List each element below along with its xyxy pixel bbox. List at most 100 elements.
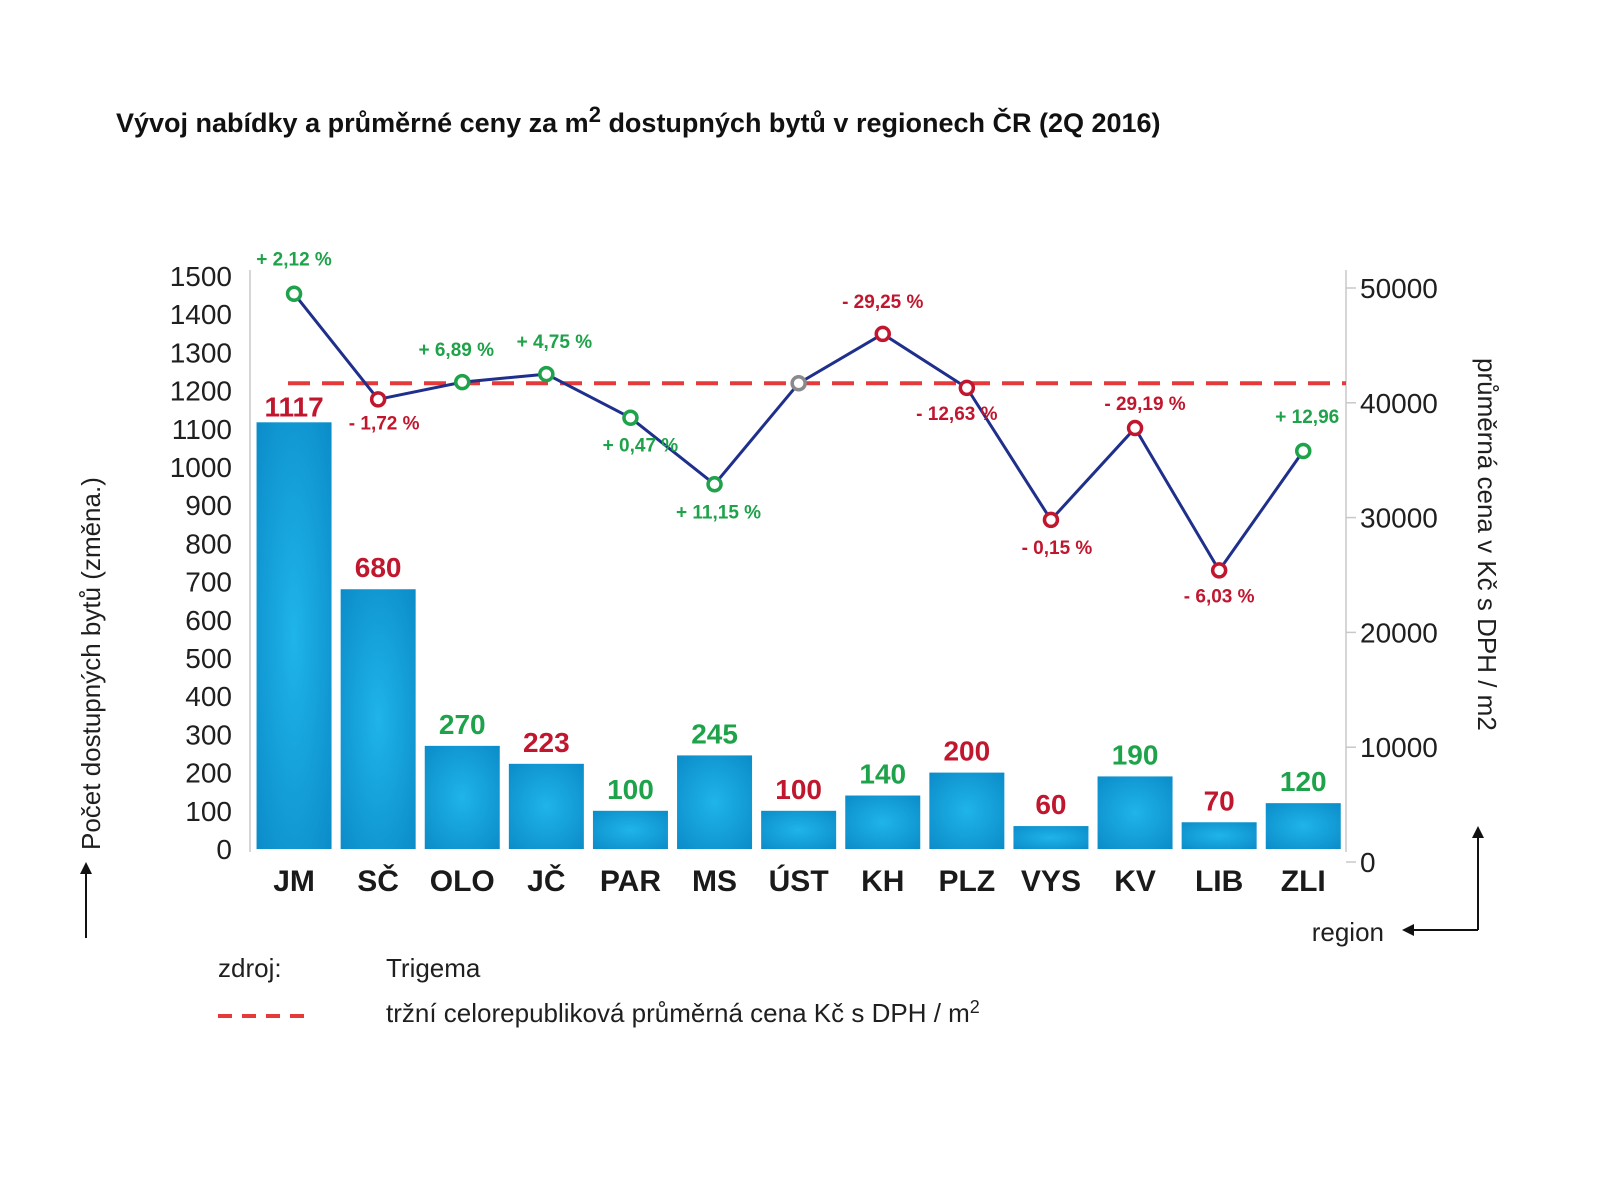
line-series [285,285,1312,579]
price-point [958,379,976,397]
bar-value-label: 270 [439,709,486,740]
right-tick-label: 10000 [1360,732,1438,763]
category-labels: JM SČ OLO JČ PAR MS ÚST KH PLZ VYS KV LIB ZLI [273,864,1326,898]
right-tick-label: 40000 [1360,388,1438,419]
price-point [285,285,303,302]
percent-change-label: + 12,96 [1275,407,1339,428]
category-label: JČ [527,864,565,898]
category-label: VYS [1021,865,1081,898]
percent-change-label: - 6,03 % [1184,586,1255,607]
right-tick-label: 50000 [1360,273,1438,304]
bar-value-label: 680 [355,552,402,583]
price-point [790,375,807,392]
category-label: ÚST [769,864,829,898]
percent-change-label: - 12,63 % [916,404,997,425]
bar [1265,803,1341,849]
left-tick-label: 100 [185,796,232,827]
percent-change-label: + 2,12 % [256,250,332,271]
left-tick-label: 1500 [170,261,232,292]
bar-value-label: 223 [523,727,570,758]
left-tick-label: 1100 [172,414,232,445]
left-tick-label: 400 [185,681,232,712]
bar [1181,822,1257,849]
percent-change-labels: + 2,12 % - 1,72 % + 6,89 % + 4,75 % + 0,47 %… [256,250,1339,608]
y-right-axis-title: průměrná cena v Kč s DPH / m2 [1472,358,1502,731]
price-point [538,365,555,383]
price-point [369,391,387,408]
left-axis-ticks: 0 100 200 300 400 500 600 700 800 900 1000 1100 1200… [170,261,232,865]
right-tick-label: 20000 [1360,617,1438,648]
category-label: LIB [1195,865,1243,898]
category-label: PAR [600,865,661,898]
right-tick-label: 0 [1360,847,1376,878]
left-tick-label: 800 [185,528,232,559]
chart-title: Vývoj nabídky a průměrné ceny za m2 dost… [116,102,1161,138]
source-label: zdroj: [218,953,282,983]
price-point [1126,419,1144,437]
category-label: KH [861,865,904,898]
legend-reference-label: tržní celorepubliková průměrná cena Kč s… [386,997,980,1028]
bar [592,810,668,849]
bar [1097,776,1173,849]
percent-change-label: + 4,75 % [517,332,593,353]
category-label: SČ [357,864,399,898]
bar-value-label: 70 [1204,785,1235,816]
left-tick-label: 0 [216,834,232,865]
category-label: KV [1114,865,1156,898]
x-axis-title: region [1312,917,1384,947]
left-tick-label: 200 [185,758,232,789]
price-point [874,325,891,343]
left-tick-label: 500 [185,643,232,674]
price-point [706,476,723,493]
bar [256,422,332,849]
bar-value-label: 100 [775,774,822,805]
price-point [622,409,639,426]
category-label: OLO [430,865,495,898]
bar-value-label: 200 [943,736,990,767]
category-label: MS [692,865,737,898]
bar [1013,826,1089,849]
left-tick-label: 1000 [170,452,232,483]
left-tick-label: 300 [185,719,232,750]
percent-change-label: + 0,47 % [603,436,679,457]
bar-value-label: 60 [1035,789,1066,820]
bar [508,763,584,849]
bar [677,755,753,849]
price-line [292,292,1305,572]
bar [845,795,921,849]
bar [761,810,837,849]
percent-change-label: - 29,25 % [842,292,923,313]
right-tick-label: 30000 [1360,503,1438,534]
bar-value-labels: 1117 680 270 223 100 245 100 140 200 60 190 70 120 [264,391,1326,820]
bar-value-label: 120 [1280,766,1327,797]
price-point [1210,562,1228,579]
right-axis-ticks: 0 10000 20000 30000 40000 50000 [1346,273,1438,878]
y-left-axis-title: Počet dostupných bytů (změna.) [76,477,106,850]
price-point [1295,442,1312,460]
price-point [1042,511,1060,529]
percent-change-label: + 6,89 % [418,340,494,361]
left-tick-label: 1300 [170,337,232,368]
source-value: Trigema [386,953,481,983]
percent-change-label: - 29,19 % [1104,394,1185,415]
left-tick-label: 600 [185,605,232,636]
category-label: PLZ [939,865,996,898]
percent-change-label: - 1,72 % [349,413,420,434]
bar-value-label: 1117 [264,391,323,422]
percent-change-label: - 0,15 % [1022,538,1093,559]
category-label: ZLI [1281,865,1326,898]
bar [340,589,416,849]
category-label: JM [273,865,315,898]
left-tick-label: 1400 [170,299,232,330]
bar-value-label: 100 [607,774,654,805]
left-tick-label: 700 [185,567,232,598]
left-tick-label: 1200 [170,376,232,407]
bar-value-label: 190 [1112,739,1159,770]
bar [929,772,1005,849]
percent-change-label: + 11,15 % [676,502,761,523]
bar-series [256,422,1341,849]
bar-value-label: 140 [859,759,906,790]
price-point [454,373,471,391]
left-tick-label: 900 [185,490,232,521]
